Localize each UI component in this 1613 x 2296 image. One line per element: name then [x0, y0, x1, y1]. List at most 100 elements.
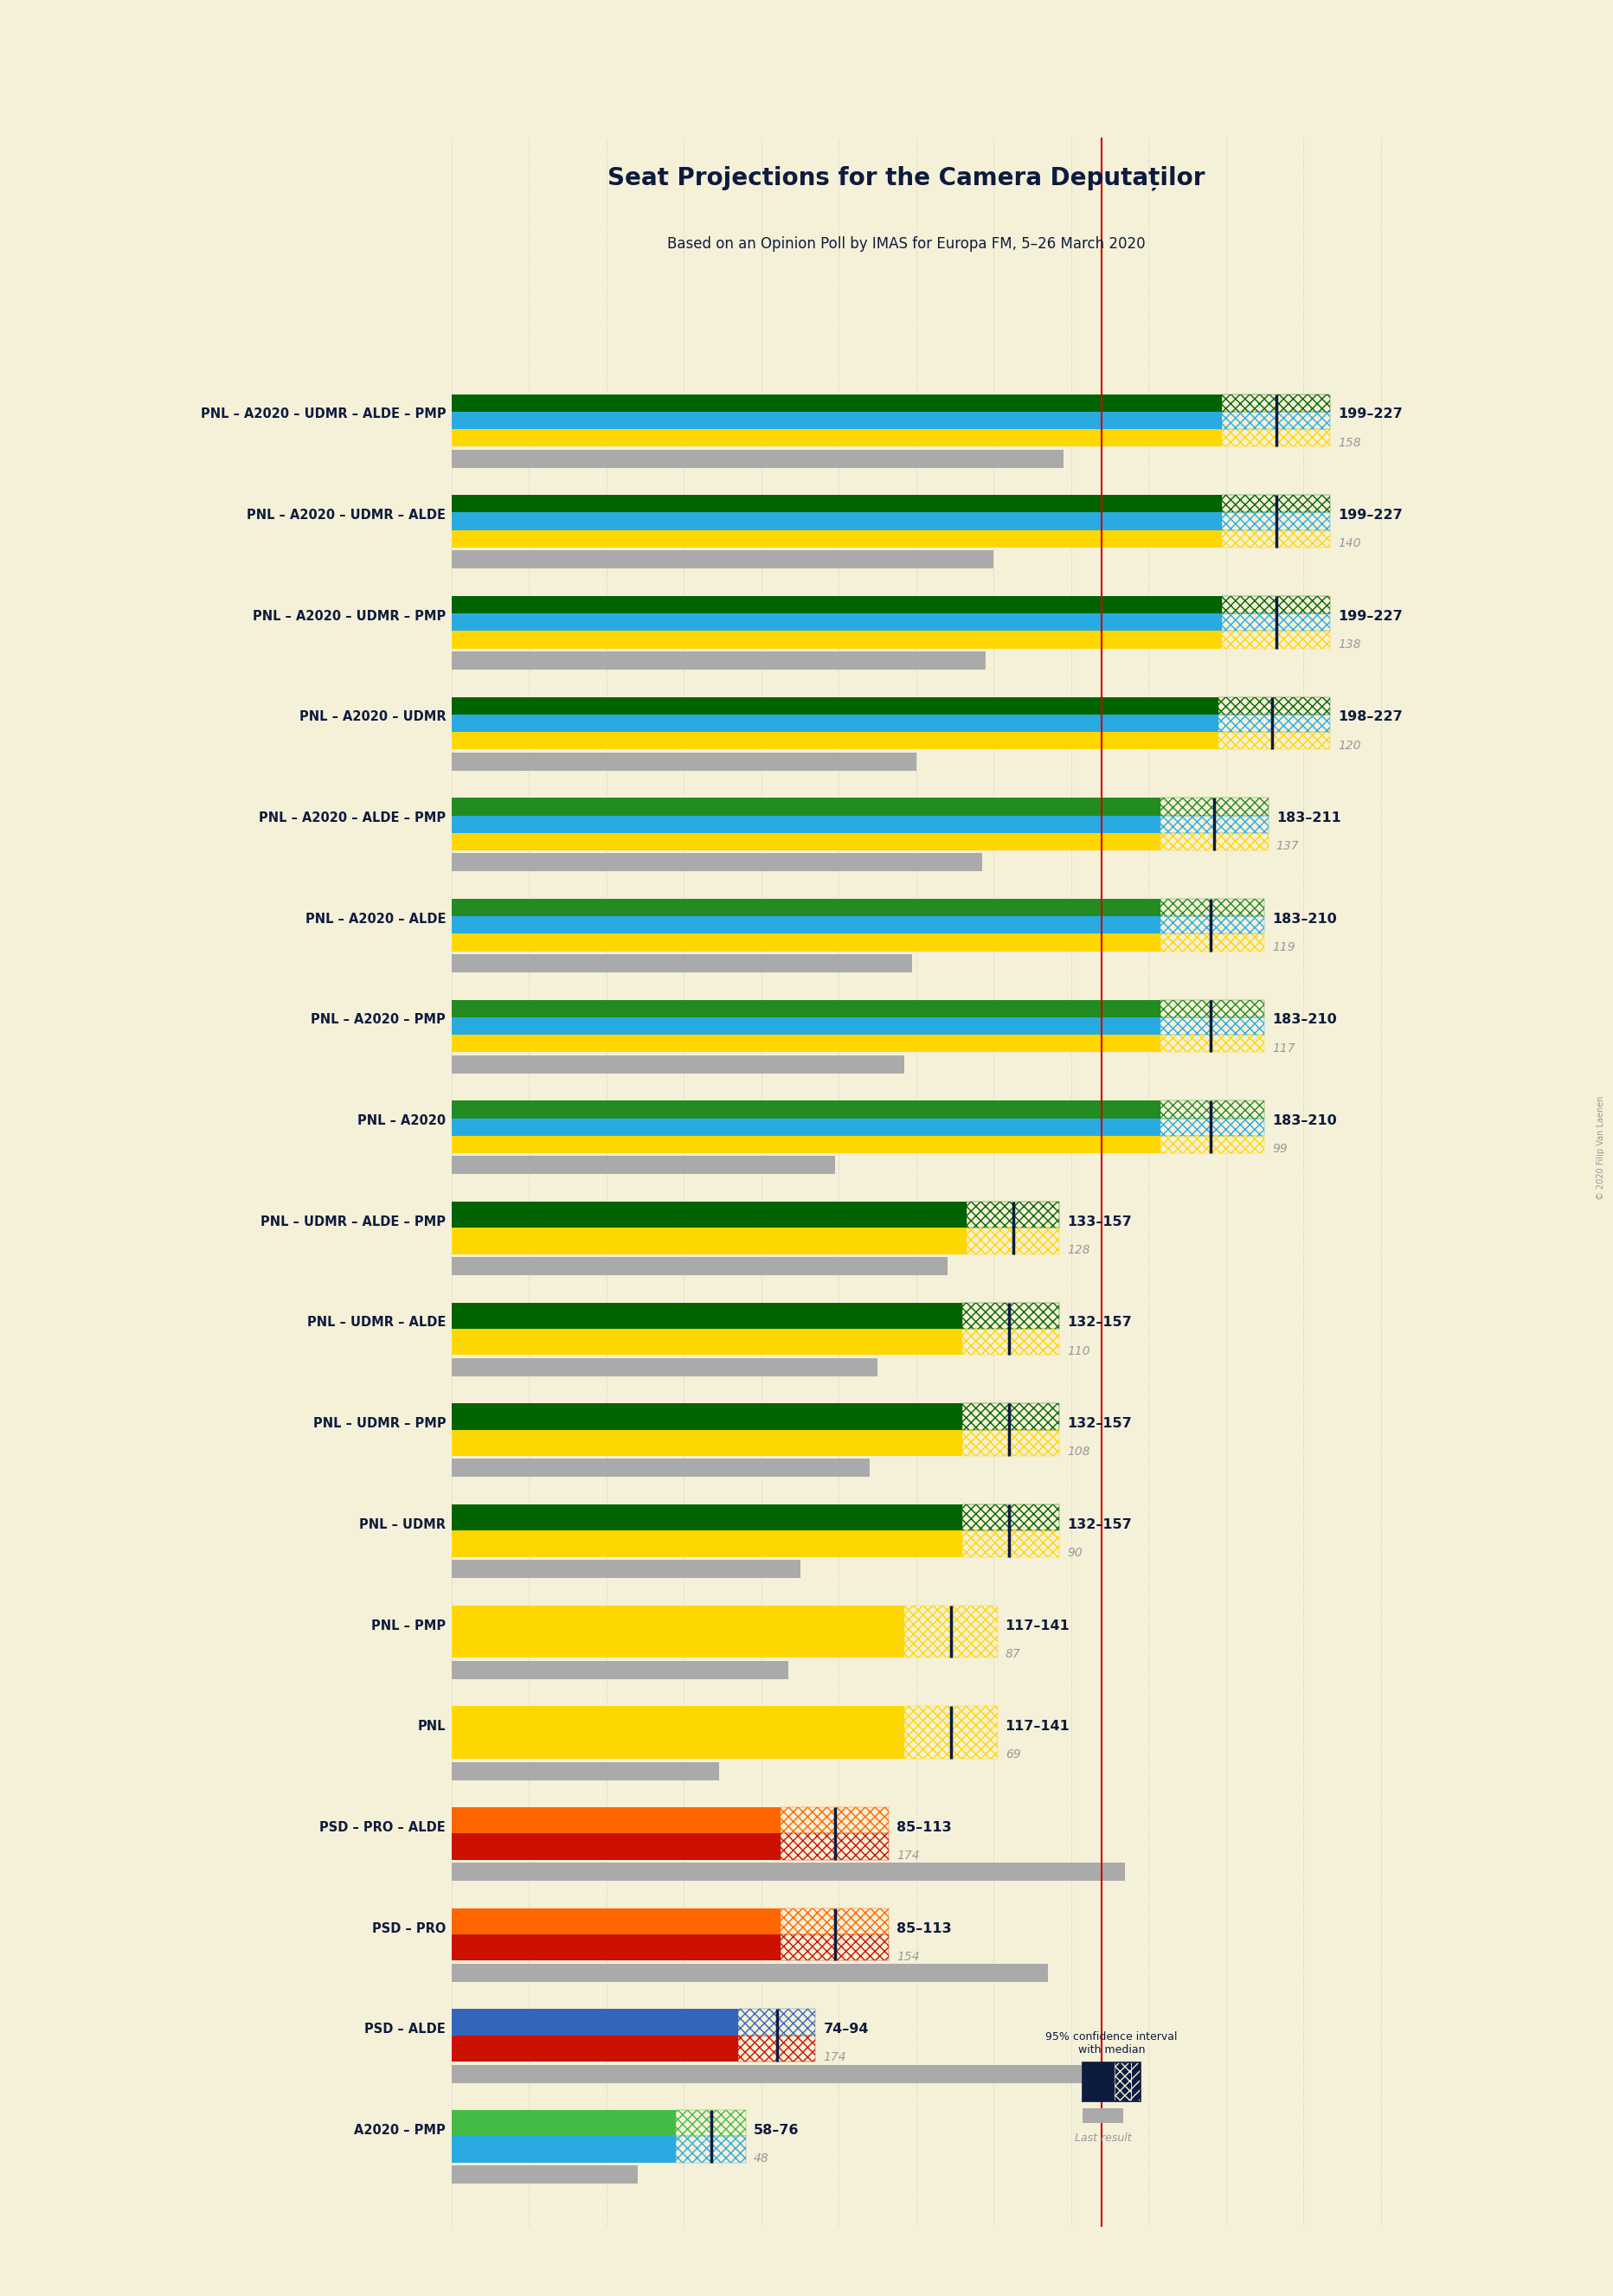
Bar — [1160, 934, 1265, 951]
Text: PNL – A2020 – UDMR – ALDE – PMP: PNL – A2020 – UDMR – ALDE – PMP — [200, 409, 445, 420]
Text: 140: 140 — [1339, 537, 1361, 549]
Text: PNL – UDMR: PNL – UDMR — [360, 1518, 445, 1531]
Text: 90: 90 — [1068, 1548, 1082, 1559]
Bar — [452, 429, 1223, 448]
Bar — [452, 714, 1218, 732]
Bar — [1160, 1100, 1265, 1118]
Bar — [452, 631, 1223, 647]
Bar — [452, 1228, 966, 1254]
Text: 110: 110 — [1068, 1345, 1090, 1357]
Bar — [781, 1936, 889, 1961]
Bar — [1223, 631, 1331, 647]
Text: 183–210: 183–210 — [1273, 1114, 1337, 1127]
Bar — [1082, 2062, 1140, 2101]
Bar — [966, 1228, 1060, 1254]
Bar — [739, 2009, 816, 2034]
Bar — [1160, 999, 1265, 1017]
Bar — [1223, 613, 1331, 631]
Text: 158: 158 — [1339, 436, 1361, 448]
Bar — [452, 530, 1223, 546]
Bar — [1223, 530, 1331, 546]
Bar — [676, 2110, 745, 2135]
Text: 174: 174 — [823, 2053, 847, 2064]
Bar — [781, 1936, 889, 1961]
Bar — [963, 1531, 1060, 1557]
Text: 99: 99 — [1273, 1143, 1287, 1155]
Bar — [963, 1504, 1060, 1531]
Text: 183–210: 183–210 — [1273, 1013, 1337, 1026]
Bar — [452, 1258, 947, 1274]
Bar — [963, 1329, 1060, 1355]
Bar — [452, 2009, 739, 2034]
Bar — [452, 597, 1331, 647]
Bar — [963, 1430, 1060, 1456]
Text: 132–157: 132–157 — [1068, 1316, 1132, 1329]
Bar — [905, 1605, 997, 1658]
Bar — [963, 1329, 1060, 1355]
Bar — [1160, 1035, 1265, 1052]
Bar — [452, 496, 1223, 512]
Text: PNL – UDMR – PMP: PNL – UDMR – PMP — [313, 1417, 445, 1430]
Text: 58–76: 58–76 — [753, 2124, 798, 2138]
Bar — [452, 1660, 789, 1678]
Bar — [1115, 2062, 1131, 2101]
Bar — [452, 2165, 637, 2183]
Bar — [1160, 1137, 1265, 1153]
Text: 154: 154 — [897, 1952, 919, 1963]
Bar — [1223, 512, 1331, 530]
Bar — [452, 1936, 781, 1961]
Bar — [1218, 732, 1331, 748]
Bar — [1160, 934, 1265, 951]
Bar — [966, 1201, 1060, 1228]
Text: 85–113: 85–113 — [897, 1922, 952, 1936]
Bar — [963, 1403, 1060, 1430]
Bar — [1160, 1017, 1265, 1035]
Bar — [966, 1201, 1060, 1228]
Text: PSD – ALDE: PSD – ALDE — [365, 2023, 445, 2037]
Bar — [452, 1357, 877, 1375]
Text: PNL – A2020 – PMP: PNL – A2020 – PMP — [311, 1013, 445, 1026]
Bar — [1223, 429, 1331, 448]
Bar — [452, 999, 1265, 1052]
Text: 128: 128 — [1068, 1244, 1090, 1256]
Bar — [452, 1201, 1060, 1254]
Bar — [1160, 815, 1268, 833]
Bar — [452, 1761, 719, 1779]
Bar — [905, 1706, 997, 1759]
Bar — [1160, 1100, 1265, 1118]
Bar — [452, 1706, 905, 1759]
Bar — [1223, 395, 1331, 411]
Bar — [781, 1807, 889, 1835]
Text: 48: 48 — [753, 2151, 769, 2165]
Bar — [452, 815, 1160, 833]
Bar — [452, 395, 1331, 448]
Bar — [1160, 916, 1265, 934]
Bar — [1223, 411, 1331, 429]
Bar — [1160, 999, 1265, 1017]
Bar — [739, 2009, 816, 2034]
Bar — [452, 854, 982, 872]
Bar — [452, 898, 1265, 951]
Bar — [452, 1504, 1060, 1557]
Bar — [452, 1100, 1160, 1118]
Text: 119: 119 — [1273, 941, 1295, 953]
Bar — [452, 1559, 800, 1577]
Bar — [963, 1430, 1060, 1456]
Text: 174: 174 — [897, 1851, 919, 1862]
Bar — [1218, 714, 1331, 732]
Bar — [452, 1908, 889, 1961]
Text: PNL – A2020 – UDMR – ALDE: PNL – A2020 – UDMR – ALDE — [247, 510, 445, 521]
Bar — [452, 1963, 1048, 1981]
Bar — [1223, 512, 1331, 530]
Text: A2020 – PMP: A2020 – PMP — [355, 2124, 445, 2138]
Bar — [1223, 411, 1331, 429]
Text: PNL: PNL — [418, 1720, 445, 1733]
Bar — [452, 1403, 1060, 1456]
Bar — [452, 1605, 997, 1658]
Bar — [452, 698, 1218, 714]
Text: 117: 117 — [1273, 1042, 1295, 1054]
Bar — [452, 1908, 781, 1936]
Text: 199–227: 199–227 — [1339, 611, 1403, 622]
Text: 138: 138 — [1339, 638, 1361, 650]
Bar — [452, 1504, 963, 1531]
